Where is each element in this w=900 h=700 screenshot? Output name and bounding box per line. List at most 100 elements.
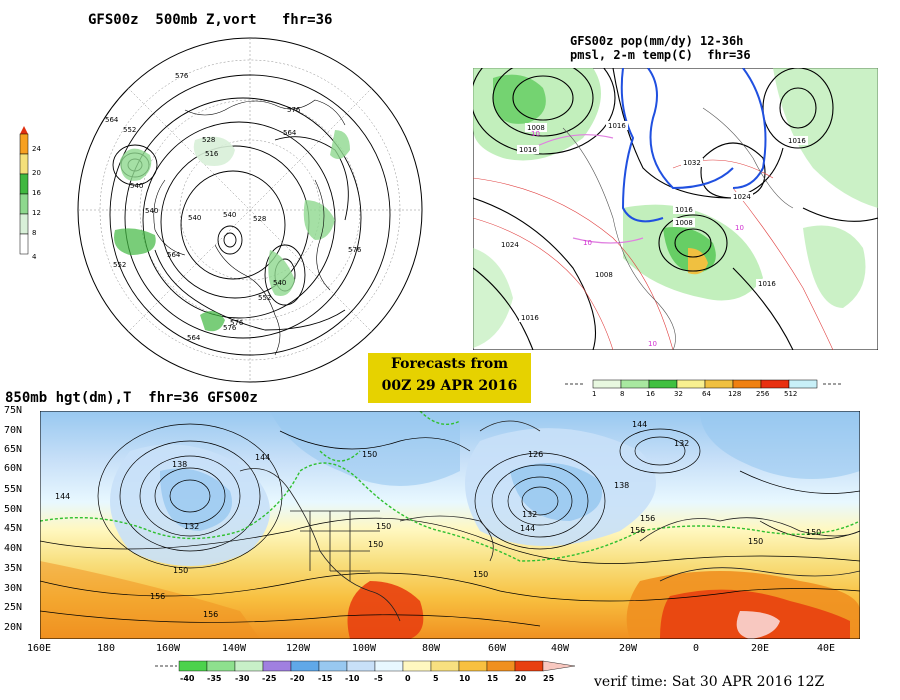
height-label: 150: [473, 570, 488, 579]
contour-label: 564: [167, 251, 181, 259]
temp-label: 10: [735, 224, 744, 232]
panel-precip-map: 1008 1016 1024 1008 1016 1032 1016 1024 …: [473, 68, 878, 350]
height-label: 138: [614, 481, 629, 490]
colorbar-label: -20: [290, 674, 305, 683]
contour-label: 528: [202, 136, 215, 144]
lon-label: 80W: [422, 643, 441, 654]
colorbar-label: -30: [235, 674, 250, 683]
height-label: 132: [674, 439, 689, 448]
height-label: 126: [528, 450, 543, 459]
contour-label: 564: [283, 129, 297, 137]
vorticity-colorbar: [19, 126, 29, 255]
colorbar-label: 15: [487, 674, 499, 683]
panel-precip-title-line2: pmsl, 2-m temp(C) fhr=36: [570, 48, 751, 62]
colorbar-label: 16: [32, 189, 41, 197]
isobar-label: 1024: [733, 193, 751, 201]
lon-label: 60W: [488, 643, 507, 654]
contour-label: 540: [188, 214, 201, 222]
height-labels: 138 144 150 132 144 150 156 150 156 126 …: [55, 420, 821, 619]
temp-label: 10: [583, 239, 592, 247]
colorbar-label: -5: [374, 674, 383, 683]
height-label: 156: [630, 526, 645, 535]
height-label: 132: [184, 522, 199, 531]
colorbar-label: 8: [620, 390, 625, 398]
lat-label: 55N: [4, 484, 23, 495]
lon-label: 100W: [352, 643, 377, 654]
contour-label: 528: [253, 215, 266, 223]
temp-label: 10: [531, 130, 540, 138]
lon-label: 0: [693, 643, 700, 654]
colorbar-label: 32: [674, 390, 683, 398]
colorbar-label: 10: [459, 674, 471, 683]
colorbar-label: 16: [646, 390, 655, 398]
isobar-label: 1016: [675, 206, 693, 214]
height-label: 144: [55, 492, 70, 501]
contour-label: 552: [113, 261, 126, 269]
height-label: 150: [806, 528, 821, 537]
height-label: 156: [203, 610, 218, 619]
colorbar-label: 1: [592, 390, 597, 398]
height-label: 156: [150, 592, 165, 601]
isobar-label: 1016: [521, 314, 539, 322]
lon-label: 160E: [27, 643, 52, 654]
panel-850mb-map: 138 144 150 132 144 150 156 150 156 126 …: [40, 411, 860, 639]
lat-label: 70N: [4, 425, 23, 436]
isobar-label: 1016: [758, 280, 776, 288]
colorbar-label: 4: [32, 253, 37, 261]
forecast-banner: Forecasts from 00Z 29 APR 2016: [368, 353, 531, 403]
colorbar-label: 256: [756, 390, 770, 398]
lat-label: 75N: [4, 405, 23, 416]
temp-label: 10: [648, 340, 657, 348]
isobar-label: 1016: [788, 137, 806, 145]
colorbar-label: -25: [262, 674, 277, 683]
contour-label: 552: [123, 126, 136, 134]
colorbar-label: 8: [32, 229, 37, 237]
lat-label: 40N: [4, 543, 23, 554]
height-label: 150: [376, 522, 391, 531]
colorbar-label: 20: [32, 169, 41, 177]
height-label: 144: [520, 524, 535, 533]
contour-label: 576: [348, 246, 362, 254]
isobar-label: 1016: [608, 122, 626, 130]
colorbar-label: 20: [515, 674, 527, 683]
height-label: 156: [640, 514, 655, 523]
isobar-label: 1008: [527, 124, 545, 132]
contour-label: 576: [230, 319, 244, 327]
height-label: 150: [748, 537, 763, 546]
panel-precip-title-line1: GFS00z pop(mm/dy) 12-36h: [570, 34, 744, 48]
colorbar-label: 12: [32, 209, 41, 217]
contour-label: 576: [223, 324, 237, 332]
precip-colorbar: [565, 379, 843, 389]
lon-label: 120W: [286, 643, 311, 654]
colorbar-label: -35: [207, 674, 222, 683]
colorbar-label: 24: [32, 145, 41, 153]
vorticity-shading: [114, 130, 350, 332]
contour-label: 516: [205, 150, 219, 158]
colorbar-label: 128: [728, 390, 742, 398]
height-label: 144: [632, 420, 647, 429]
contour-label: 540: [145, 207, 158, 215]
banner-line2: 00Z 29 APR 2016: [381, 378, 518, 394]
lat-label: 20N: [4, 622, 23, 633]
lat-label: 30N: [4, 583, 23, 594]
contour-label: 540: [273, 279, 286, 287]
temperature-colorbar: [155, 660, 576, 672]
panel-850mb-title: 850mb hgt(dm),T fhr=36 GFS00z: [5, 390, 258, 406]
colorbar-label: 512: [784, 390, 798, 398]
contour-label: 540: [130, 182, 143, 190]
height-label: 138: [172, 460, 187, 469]
panel-500mb-map: 576 564 552 540 540 540 540 564 576 516 …: [19, 37, 423, 383]
lat-label: 60N: [4, 463, 23, 474]
isobar-label: 1032: [683, 159, 701, 167]
temp-labels: 10 10 10 10: [531, 130, 744, 348]
lon-label: 40E: [817, 643, 836, 654]
colorbar-label: 0: [405, 674, 411, 683]
lon-label: 140W: [222, 643, 247, 654]
lon-label: 20E: [751, 643, 770, 654]
banner-line1: Forecasts from: [390, 356, 509, 372]
precip-shading: [473, 68, 878, 348]
contour-label: 576: [175, 72, 189, 80]
height-label: 144: [255, 453, 270, 462]
lon-label: 20W: [619, 643, 638, 654]
contour-label: 576: [287, 106, 301, 114]
